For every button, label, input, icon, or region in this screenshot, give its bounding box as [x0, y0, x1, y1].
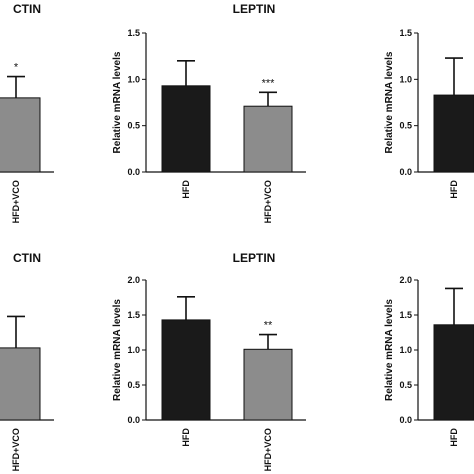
- bar: [0, 347, 41, 421]
- bar: [0, 97, 41, 173]
- bar: [243, 348, 293, 421]
- bar: [161, 85, 211, 173]
- y-axis-label: Relative mRNA levels: [112, 299, 123, 401]
- y-tick-label: 1.5: [399, 28, 412, 38]
- y-axis-label: Relative mRNA levels: [384, 299, 395, 401]
- y-axis-label: Relative mRNA levels: [112, 51, 123, 153]
- y-tick-label: 1.0: [127, 345, 140, 355]
- y-tick-label: 0.5: [399, 121, 412, 131]
- y-tick-label: 0.5: [127, 380, 140, 390]
- y-tick-label: 1.5: [127, 28, 140, 38]
- bar: [433, 324, 474, 421]
- chart-panel-5: LEPTIN 0.0 0.5 1.0 1.5 2.0 Relative mRNA level…: [112, 251, 306, 471]
- y-tick-label: 1.0: [127, 74, 140, 84]
- chart-panel-1: CTIN * HFD+VCO: [0, 2, 54, 223]
- y-tick-label: 1.0: [399, 345, 412, 355]
- x-category-label: HFD+VCO: [263, 428, 273, 471]
- chart-title: LEPTIN: [233, 251, 276, 265]
- chart-title: CTIN: [13, 2, 41, 16]
- y-tick-label: 0.5: [127, 121, 140, 131]
- y-tick-label: 1.5: [127, 310, 140, 320]
- significance-label: **: [264, 320, 273, 332]
- x-category-label: HFD: [181, 428, 191, 447]
- y-tick-label: 0.0: [127, 415, 140, 425]
- bar: [161, 319, 211, 421]
- bar: [433, 94, 474, 173]
- x-category-label: HFD+VCO: [263, 180, 273, 223]
- x-category-label: HFD+VCO: [11, 180, 21, 223]
- y-tick-label: 0.0: [127, 167, 140, 177]
- y-tick-label: 0.0: [399, 415, 412, 425]
- significance-label: *: [14, 62, 19, 74]
- y-axis-label: Relative mRNA levels: [384, 51, 395, 153]
- chart-panel-4: CTIN HFD+VCO: [0, 251, 54, 471]
- y-tick-label: 1.0: [399, 74, 412, 84]
- y-tick-label: 0.5: [399, 380, 412, 390]
- x-category-label: HFD: [449, 180, 459, 199]
- chart-title: CTIN: [13, 251, 41, 265]
- chart-panel-2: LEPTIN 0.0 0.5 1.0 1.5 Relative mRNA levels HF…: [112, 2, 306, 223]
- y-tick-label: 2.0: [399, 275, 412, 285]
- x-category-label: HFD: [449, 428, 459, 447]
- x-category-label: HFD: [181, 180, 191, 199]
- y-tick-label: 2.0: [127, 275, 140, 285]
- significance-label: ***: [262, 77, 276, 89]
- chart-panel-6: 0.0 0.5 1.0 1.5 2.0 Relative mRNA levels HFD: [384, 275, 474, 447]
- x-category-label: HFD+VCO: [11, 428, 21, 471]
- y-tick-label: 1.5: [399, 310, 412, 320]
- chart-panel-3: 0.0 0.5 1.0 1.5 Relative mRNA levels HFD: [384, 28, 474, 199]
- bar: [243, 105, 293, 173]
- y-tick-label: 0.0: [399, 167, 412, 177]
- chart-title: LEPTIN: [233, 2, 276, 16]
